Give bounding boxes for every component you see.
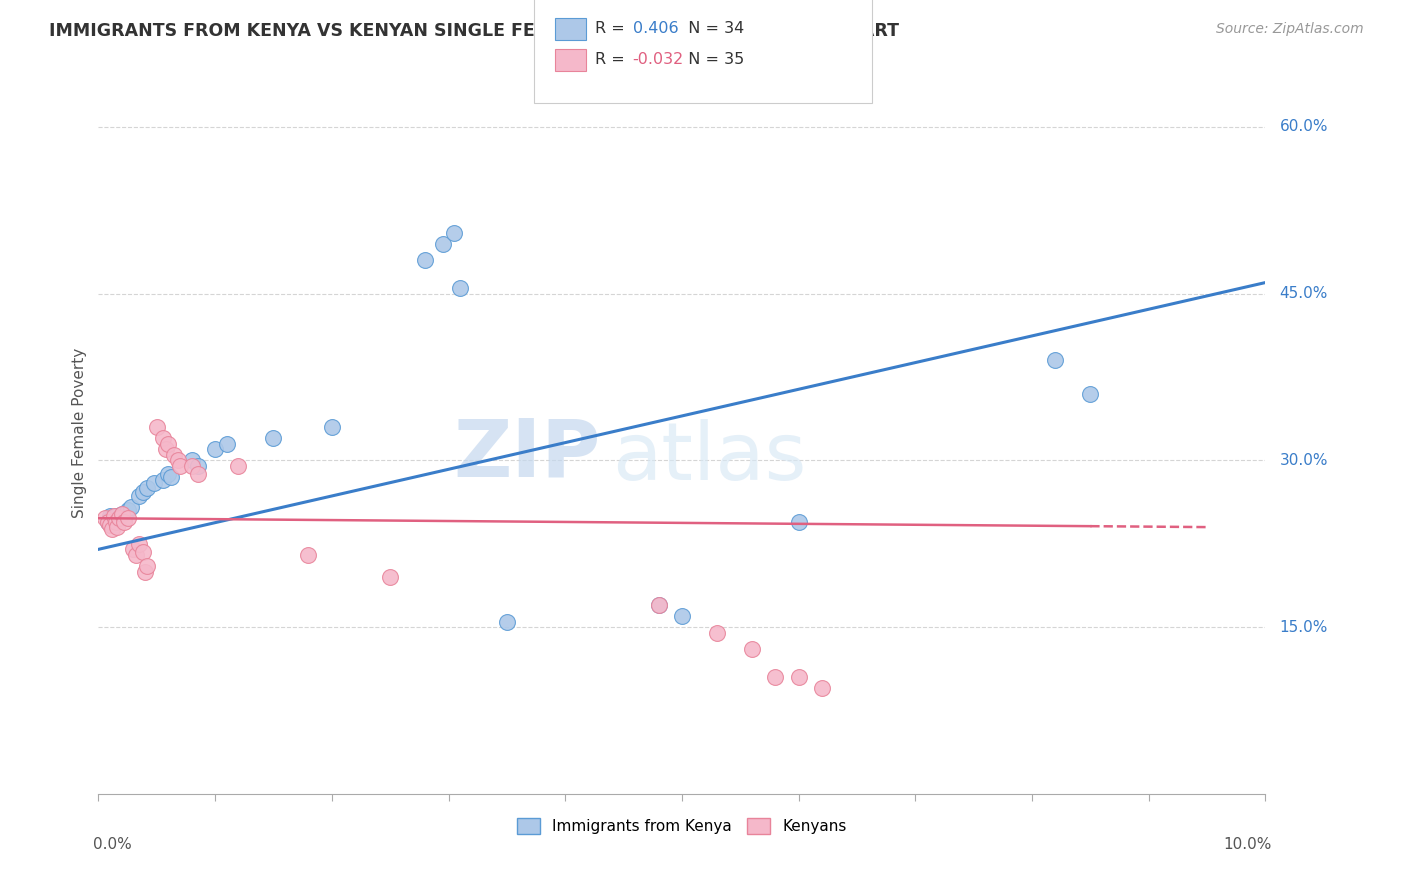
Point [152, 474, 174, 488]
Point [1045, 353, 1067, 368]
Point [125, 548, 148, 562]
Point [443, 226, 465, 240]
Text: R =: R = [595, 21, 630, 36]
Point [120, 500, 142, 514]
Point [449, 281, 471, 295]
Point [104, 515, 127, 529]
Point [112, 511, 135, 525]
Point [787, 670, 810, 684]
Point [146, 420, 169, 434]
Point [496, 615, 519, 629]
Point [159, 470, 181, 484]
Point [157, 436, 180, 450]
Point [108, 511, 131, 525]
Point [228, 458, 250, 473]
Point [122, 542, 145, 557]
Point [108, 511, 131, 525]
Text: 60.0%: 60.0% [1279, 120, 1327, 135]
Point [98, 517, 121, 532]
Point [187, 467, 209, 481]
Text: R =: R = [595, 53, 630, 67]
Text: -0.032: -0.032 [633, 53, 683, 67]
Point [136, 481, 159, 495]
Point [180, 458, 202, 473]
Point [811, 681, 834, 696]
Point [262, 431, 284, 445]
Text: 30.0%: 30.0% [1279, 453, 1327, 468]
Point [134, 565, 156, 579]
Text: N = 34: N = 34 [678, 21, 744, 36]
Point [706, 625, 728, 640]
Text: 45.0%: 45.0% [1279, 286, 1327, 301]
Point [105, 515, 128, 529]
Point [741, 642, 763, 657]
Text: N = 35: N = 35 [678, 53, 744, 67]
Point [671, 609, 693, 624]
Point [117, 503, 139, 517]
Point [103, 517, 125, 532]
Point [136, 559, 159, 574]
Point [169, 458, 191, 473]
Point [98, 508, 121, 523]
Text: atlas: atlas [612, 419, 806, 497]
Point [100, 511, 122, 525]
Point [111, 507, 134, 521]
Legend: Immigrants from Kenya, Kenyans: Immigrants from Kenya, Kenyans [510, 813, 853, 840]
Point [104, 508, 127, 523]
Point [152, 431, 174, 445]
Point [180, 453, 202, 467]
Point [413, 253, 436, 268]
Point [187, 458, 209, 473]
Point [647, 598, 669, 612]
Point [112, 515, 135, 529]
Point [94, 511, 117, 525]
Point [111, 507, 134, 521]
Point [157, 467, 180, 481]
Point [117, 511, 139, 525]
Y-axis label: Single Female Poverty: Single Female Poverty [72, 348, 87, 517]
Point [101, 522, 124, 536]
Text: 15.0%: 15.0% [1279, 620, 1327, 634]
Text: 10.0%: 10.0% [1223, 838, 1271, 852]
Point [128, 489, 150, 503]
Text: 0.406: 0.406 [633, 21, 678, 36]
Point [647, 598, 669, 612]
Point [105, 520, 128, 534]
Point [97, 515, 120, 529]
Text: 0.0%: 0.0% [93, 838, 131, 852]
Text: ZIP: ZIP [453, 416, 600, 493]
Point [297, 548, 319, 562]
Point [132, 484, 155, 499]
Point [166, 453, 188, 467]
Point [204, 442, 226, 457]
Text: Source: ZipAtlas.com: Source: ZipAtlas.com [1216, 22, 1364, 37]
Point [143, 475, 166, 490]
Point [163, 448, 186, 462]
Point [215, 436, 238, 450]
Point [155, 442, 177, 457]
Point [321, 420, 343, 434]
Point [787, 515, 810, 529]
Point [763, 670, 786, 684]
Point [1080, 386, 1102, 401]
Point [432, 236, 454, 251]
Point [128, 537, 150, 551]
Point [132, 544, 155, 558]
Point [380, 570, 402, 584]
Point [97, 515, 120, 529]
Text: IMMIGRANTS FROM KENYA VS KENYAN SINGLE FEMALE POVERTY CORRELATION CHART: IMMIGRANTS FROM KENYA VS KENYAN SINGLE F… [49, 22, 900, 40]
Point [103, 508, 125, 523]
